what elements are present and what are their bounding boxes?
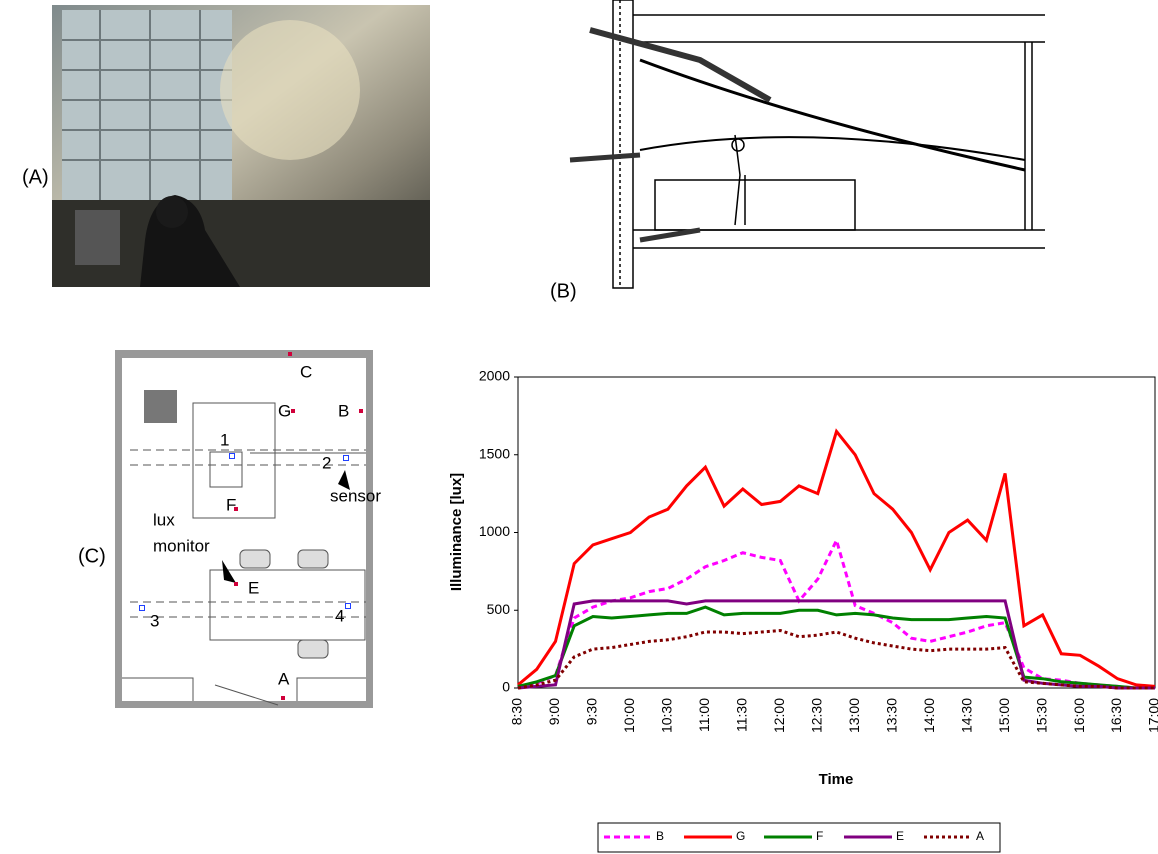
panel-label: (C) xyxy=(78,545,106,567)
x-tick-label: 13:00 xyxy=(846,698,862,733)
x-tick-label: 16:30 xyxy=(1108,698,1124,733)
x-tick-label: 15:00 xyxy=(996,698,1012,733)
x-tick-label: 14:00 xyxy=(921,698,937,733)
sensor-point xyxy=(343,455,349,461)
x-tick-label: 9:30 xyxy=(584,698,600,725)
x-tick-label: 16:00 xyxy=(1071,698,1087,733)
plan-label: G xyxy=(278,401,291,420)
legend-label: B xyxy=(656,829,664,843)
x-axis-label: Time xyxy=(819,771,854,788)
x-tick-label: 12:30 xyxy=(808,698,824,733)
plan-label: 3 xyxy=(150,611,159,630)
sensor-point xyxy=(234,582,238,586)
plan-label: E xyxy=(248,578,259,597)
legend-label: E xyxy=(896,829,904,843)
x-tick-label: 12:00 xyxy=(771,698,787,733)
x-tick-label: 11:00 xyxy=(696,698,712,732)
legend-label: F xyxy=(816,829,823,843)
y-tick-label: 2000 xyxy=(479,368,510,384)
floor-plan xyxy=(115,350,373,708)
plan-label: monitor xyxy=(153,536,210,555)
x-tick-label: 10:00 xyxy=(621,698,637,733)
series-line xyxy=(517,428,1156,688)
y-tick-label: 1500 xyxy=(479,445,510,461)
plan-label: A xyxy=(278,669,290,688)
y-tick-label: 500 xyxy=(487,601,511,617)
section-drawing xyxy=(569,0,1045,289)
y-tick-label: 1000 xyxy=(479,523,510,539)
plan-label: lux xyxy=(153,510,175,529)
sensor-point xyxy=(234,507,238,511)
sensor-point xyxy=(281,696,285,700)
x-tick-label: 15:30 xyxy=(1033,698,1049,733)
panel-label: (B) xyxy=(550,280,577,302)
x-tick-label: 8:30 xyxy=(509,698,525,725)
series-line xyxy=(517,599,1155,690)
sensor-point xyxy=(291,409,295,413)
plot-frame xyxy=(517,376,1156,689)
plan-label: sensor xyxy=(330,486,381,505)
plan-label: B xyxy=(338,401,349,420)
sensor-point xyxy=(139,605,145,611)
y-tick-label: 0 xyxy=(502,679,510,695)
x-tick-label: 10:30 xyxy=(659,698,675,733)
x-tick-label: 11:30 xyxy=(734,698,750,732)
plan-label: F xyxy=(226,495,236,514)
plan-label: 4 xyxy=(335,606,344,625)
sensor-point xyxy=(345,603,351,609)
photo xyxy=(52,5,430,287)
sensor-point xyxy=(288,352,292,356)
series-line xyxy=(517,605,1155,690)
legend-label: G xyxy=(736,829,745,843)
y-axis-label: Illuminance [lux] xyxy=(448,473,465,591)
sensor-point xyxy=(359,409,363,413)
plan-label: C xyxy=(300,362,312,381)
sensor-point xyxy=(229,453,235,459)
legend-label: A xyxy=(976,829,984,843)
plan-label: 1 xyxy=(220,430,229,449)
plan-label: 2 xyxy=(322,453,331,472)
x-tick-label: 13:30 xyxy=(883,698,899,733)
x-tick-label: 17:00 xyxy=(1146,698,1158,733)
panel-label: (A) xyxy=(22,166,49,188)
x-tick-label: 9:00 xyxy=(546,698,562,725)
x-tick-label: 14:30 xyxy=(958,698,974,733)
